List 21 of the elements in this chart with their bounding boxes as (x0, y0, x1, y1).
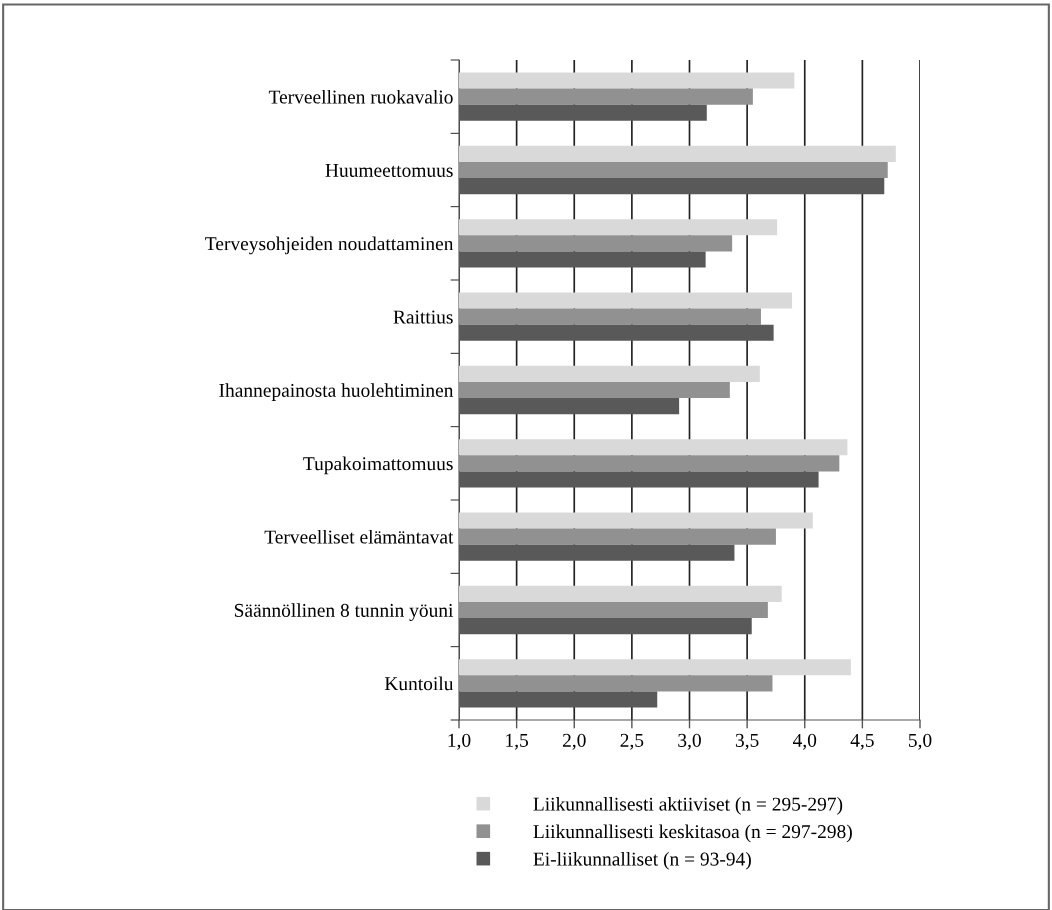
legend-label: Liikunnallisesti aktiiviset (n = 295-297) (533, 797, 843, 815)
legend-label: Liikunnallisesti keskitasoa (n = 297-298) (533, 824, 852, 843)
x-tick-label: 4,0 (792, 733, 817, 750)
x-tick-label: 3,0 (678, 733, 701, 750)
y-tick-label: Terveellinen ruokavalio (268, 89, 453, 104)
legend-label: Ei-liikunnalliset (n = 93-94) (533, 851, 751, 870)
x-tick-label: 4,5 (850, 733, 874, 750)
y-tick-label: Raittius (393, 310, 453, 324)
y-tick-label: Säännöllinen 8 tunnin yöuni (234, 603, 454, 621)
x-tick-label: 1,5 (506, 733, 529, 750)
x-tick-label: 2,5 (620, 733, 644, 750)
y-tick-label: Tupakoimattomuus (303, 456, 453, 475)
x-tick-label: 3,5 (735, 733, 759, 750)
x-tick-label: 5,0 (908, 733, 932, 750)
x-tick-label: 2,0 (562, 733, 586, 750)
y-tick-label: Ihannepainosta huolehtiminen (219, 383, 454, 401)
y-tick-label: Huumeettomuus (325, 164, 453, 177)
x-tick-label: 1,0 (448, 733, 471, 750)
y-tick-label: Terveysohjeiden noudattaminen (205, 236, 454, 255)
y-tick-label: Terveelliset elämäntavat (264, 529, 454, 544)
y-tick-label: Kuntoilu (384, 676, 454, 691)
